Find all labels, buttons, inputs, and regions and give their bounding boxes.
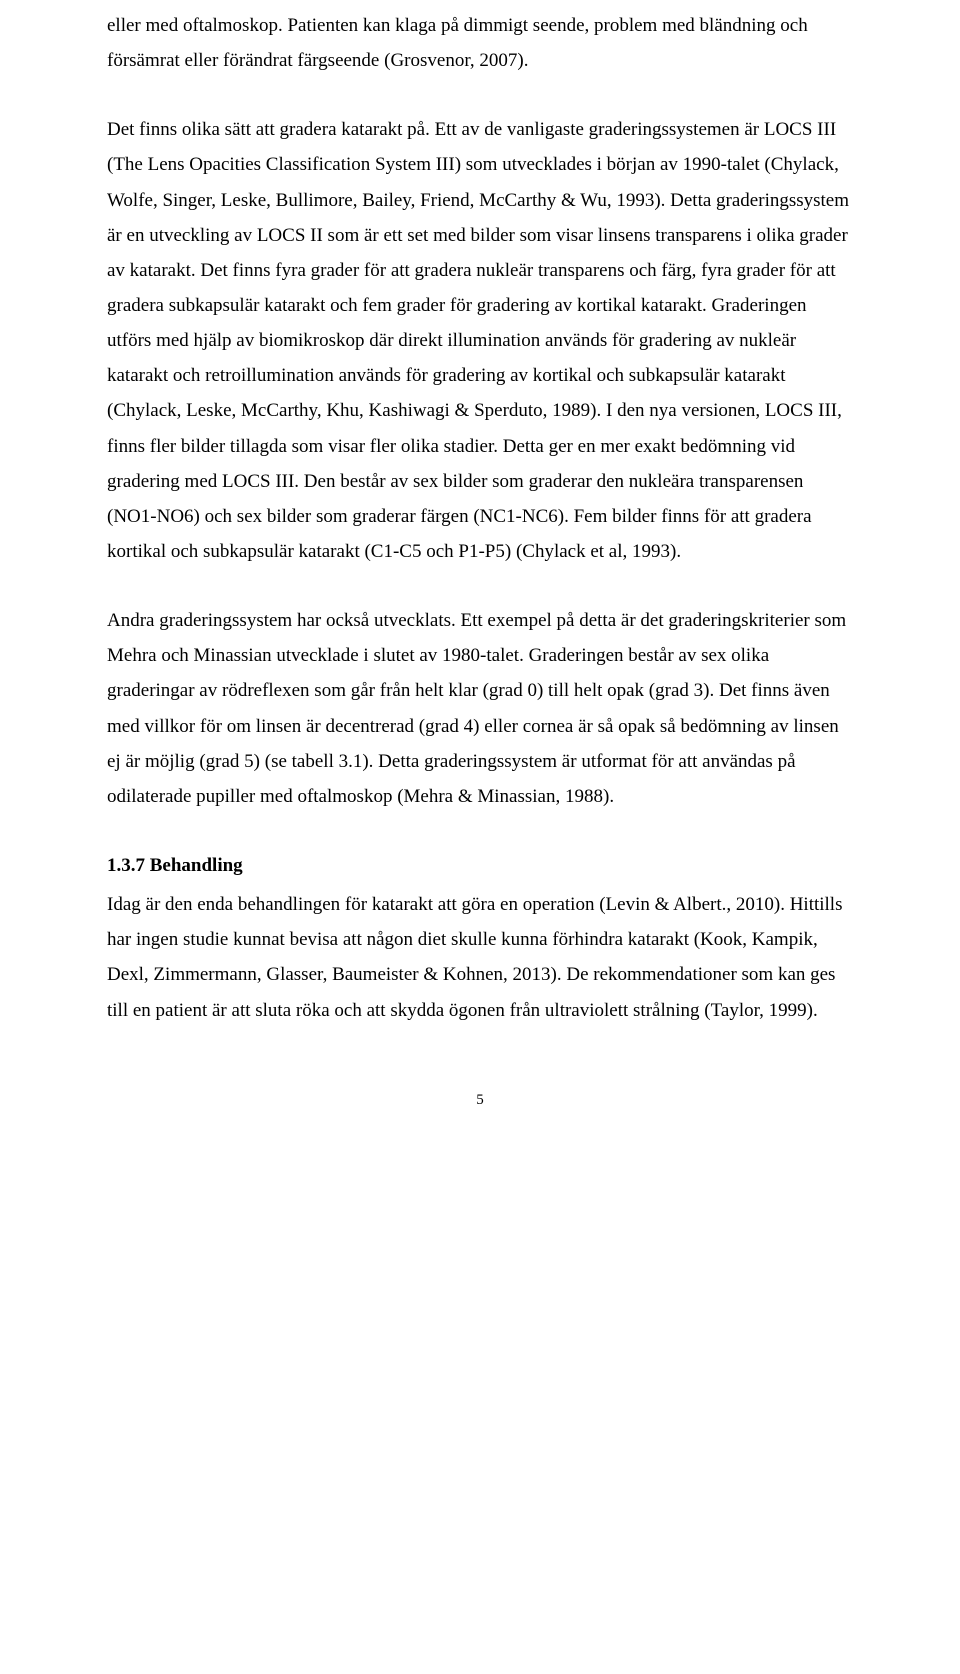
paragraph-3: Andra graderingssystem har också utveckl… [107, 603, 853, 814]
section-block: 1.3.7 Behandling Idag är den enda behand… [107, 848, 853, 1028]
page-number: 5 [107, 1092, 853, 1109]
section-heading: 1.3.7 Behandling [107, 848, 853, 883]
paragraph-1: eller med oftalmoskop. Patienten kan kla… [107, 8, 853, 78]
paragraph-4: Idag är den enda behandlingen för katara… [107, 887, 853, 1028]
paragraph-2: Det finns olika sätt att gradera katarak… [107, 112, 853, 569]
document-page: eller med oftalmoskop. Patienten kan kla… [0, 0, 960, 1149]
